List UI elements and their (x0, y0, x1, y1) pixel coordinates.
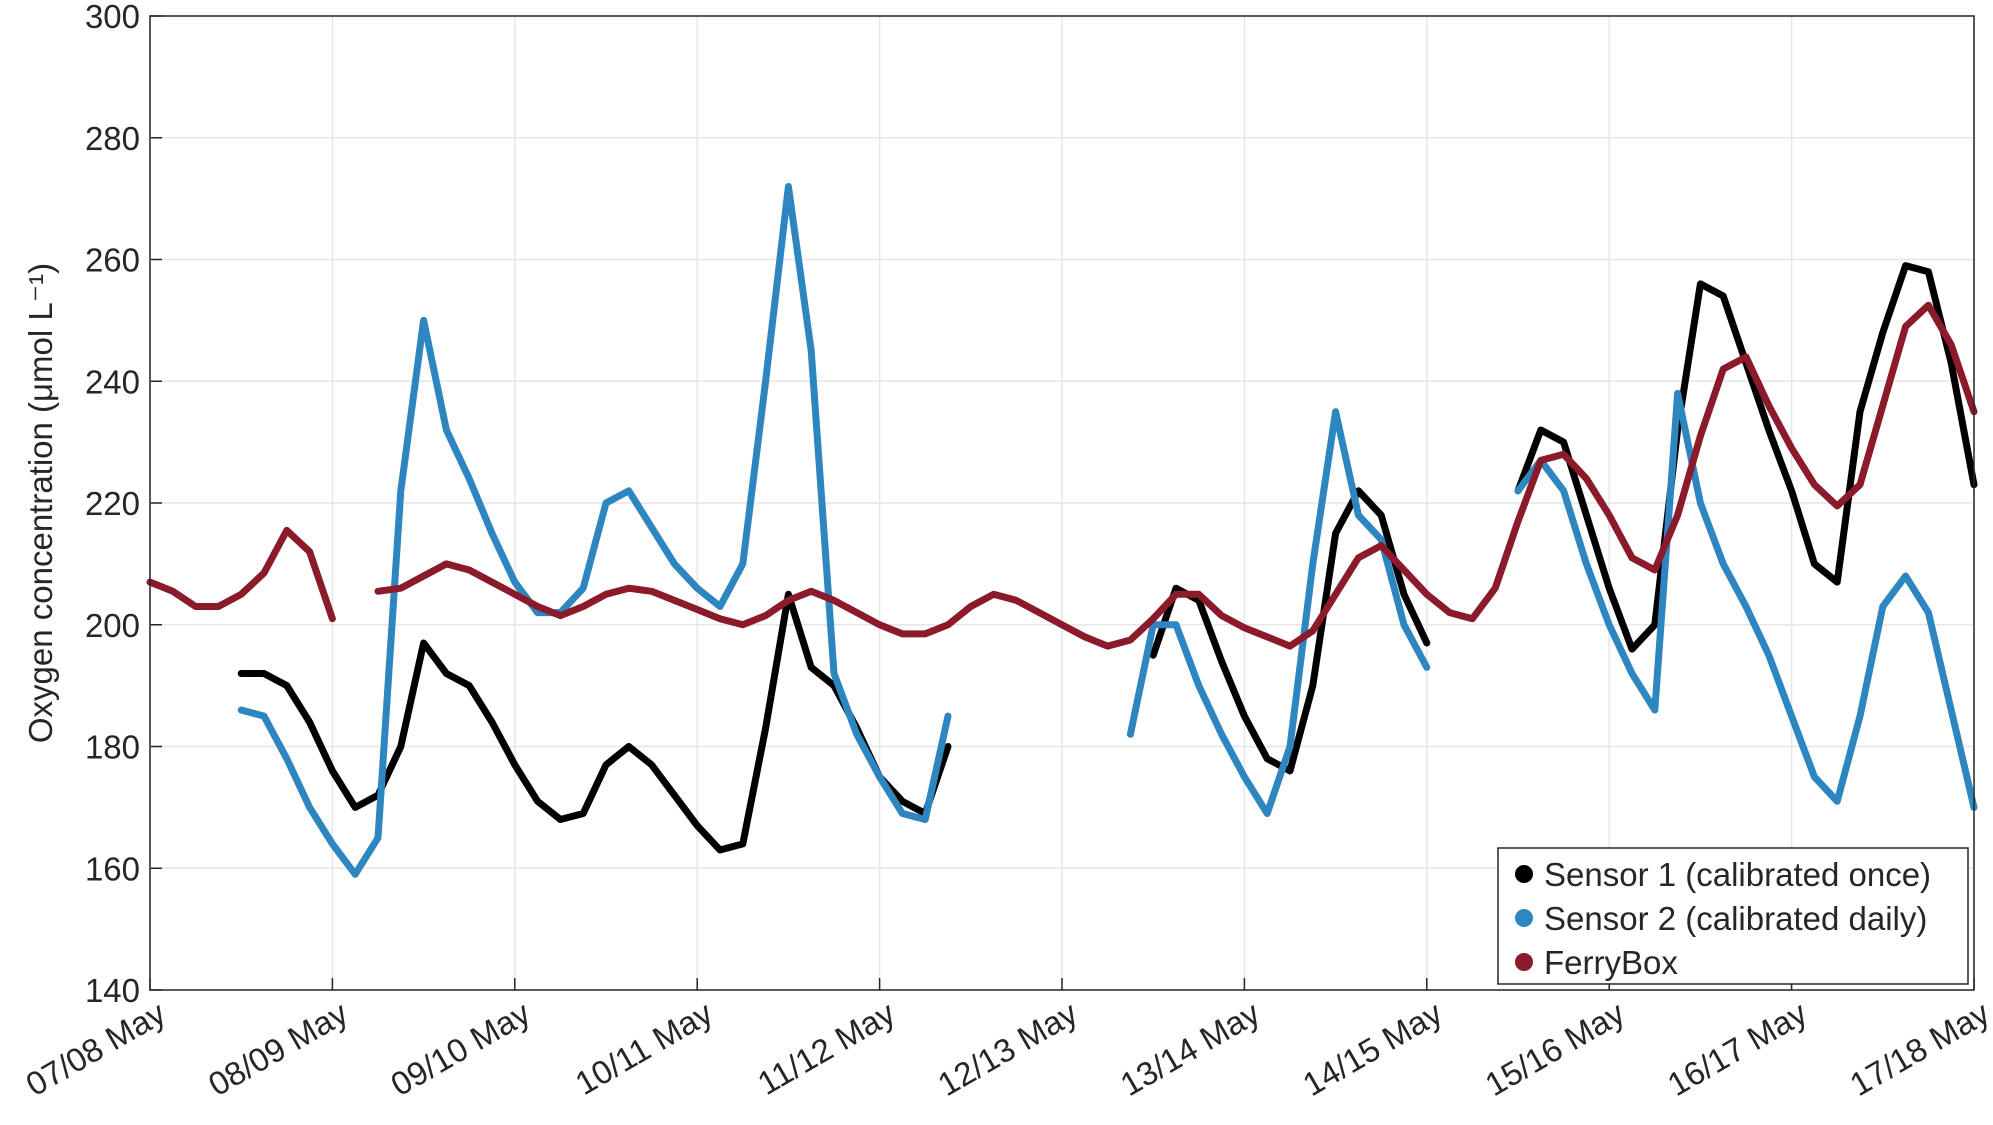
x-tick-label: 17/18 May (1844, 994, 1993, 1103)
x-tick-label: 13/14 May (1114, 994, 1266, 1103)
series-line (146, 301, 1978, 650)
y-tick-label: 160 (85, 850, 140, 887)
legend-marker (1515, 865, 1533, 883)
legend-label: Sensor 2 (calibrated daily) (1544, 900, 1927, 937)
plot-frame (149, 15, 1975, 991)
y-tick-label: 200 (85, 607, 140, 644)
y-tick-label: 240 (85, 363, 140, 400)
x-tick-label: 09/10 May (384, 994, 536, 1103)
y-tick-label: 280 (85, 120, 140, 157)
legend-label: Sensor 1 (calibrated once) (1544, 856, 1931, 893)
legend-label: FerryBox (1544, 944, 1678, 981)
y-tick-label: 180 (85, 729, 140, 766)
series-line (237, 183, 1978, 878)
x-tick-label: 14/15 May (1296, 994, 1448, 1103)
x-tick-label: 11/12 May (751, 994, 901, 1102)
y-tick-label: 220 (85, 485, 140, 522)
legend-marker (1515, 953, 1533, 971)
x-tick-label: 08/09 May (202, 994, 354, 1103)
y-tick-label: 140 (85, 972, 140, 1009)
x-tick-label: 10/11 May (569, 994, 719, 1102)
x-tick-label: 12/13 May (932, 994, 1084, 1103)
y-axis-label: Oxygen concentration (μmol L⁻¹) (22, 263, 59, 743)
x-tick-label: 16/17 May (1661, 994, 1813, 1103)
x-tick-label: 07/08 May (20, 994, 172, 1103)
legend-marker (1515, 909, 1533, 927)
y-tick-label: 260 (85, 242, 140, 279)
x-tick-label: 15/16 May (1479, 994, 1631, 1103)
y-tick-label: 300 (85, 0, 140, 35)
legend-box (1497, 847, 1969, 985)
